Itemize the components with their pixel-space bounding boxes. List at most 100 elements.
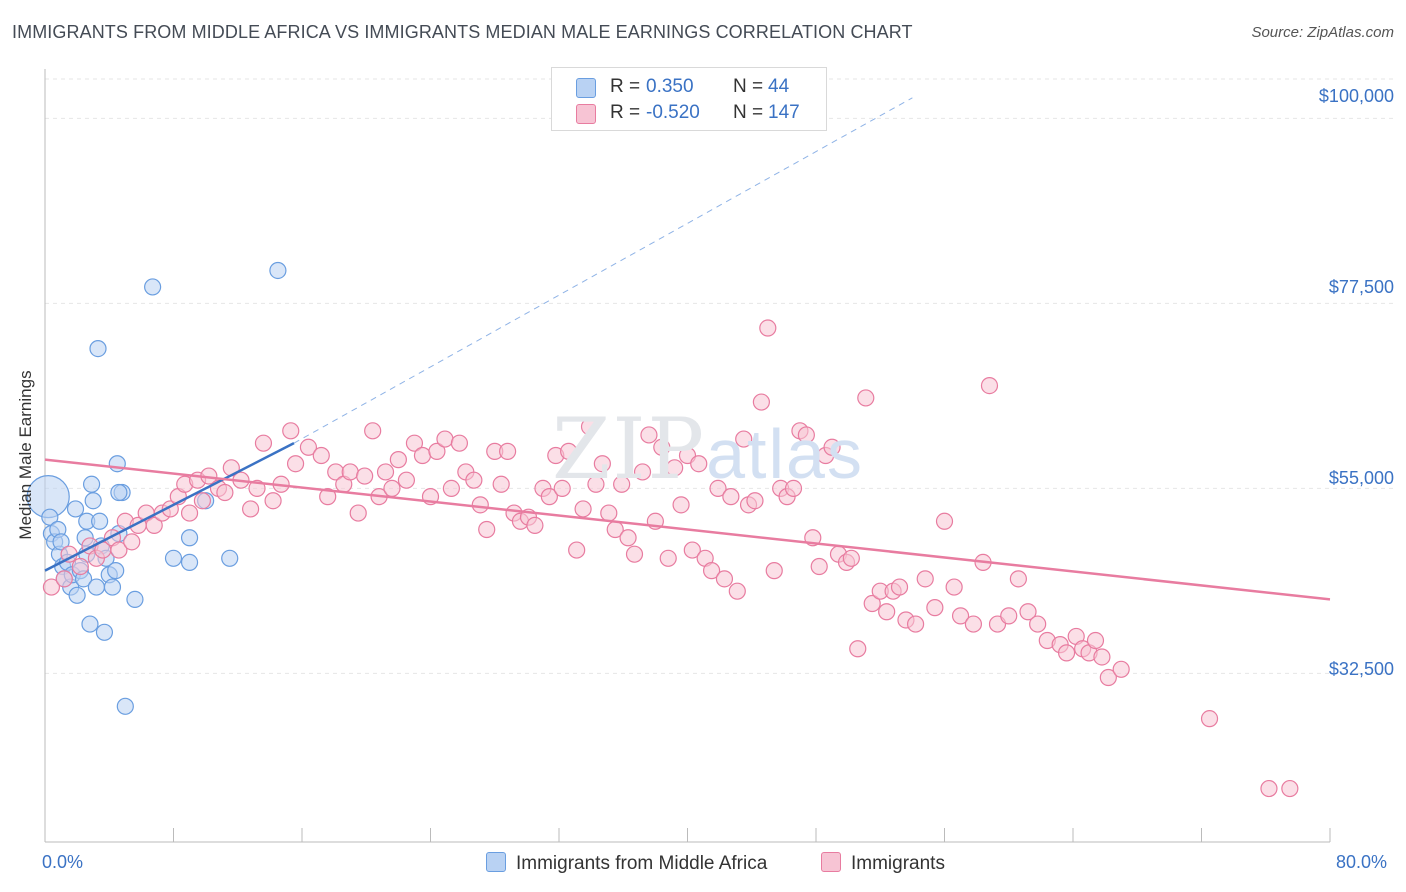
- immigrants-point: [193, 492, 212, 510]
- immigrants-point: [216, 483, 234, 502]
- immigrants-point: [492, 475, 510, 493]
- immigrants-point: [123, 533, 141, 551]
- immigrants-point: [42, 578, 61, 596]
- immigrants-point: [299, 438, 318, 456]
- immigrants-point: [1093, 648, 1111, 666]
- immigrants-point: [709, 479, 727, 497]
- legend-item-immigrants: Immigrants: [821, 852, 945, 875]
- immigrants-point: [264, 492, 282, 510]
- trendline-extension: [293, 97, 913, 444]
- trendline: [44, 442, 295, 572]
- immigrants-point: [842, 549, 860, 567]
- immigrants-point: [450, 434, 469, 452]
- immigrants-point: [1019, 603, 1037, 621]
- correlation-legend: R = 0.350 N = 44 R = -0.520 N = 147: [551, 67, 827, 131]
- middle-africa-point: [180, 553, 199, 572]
- immigrants-point: [282, 422, 300, 440]
- middle-africa-point: [180, 529, 199, 547]
- immigrants-point: [715, 570, 734, 588]
- immigrants-point: [683, 541, 701, 559]
- immigrants-point: [746, 492, 764, 510]
- immigrants-point: [568, 541, 586, 559]
- immigrants-point: [1009, 570, 1027, 588]
- y-tick-label: $100,000: [1318, 86, 1394, 106]
- immigrants-point: [110, 541, 128, 559]
- middle-africa-point: [269, 261, 287, 280]
- immigrants-point: [728, 582, 746, 600]
- immigrants-point: [286, 455, 305, 473]
- n-label: N =: [733, 102, 764, 123]
- blue-swatch: [576, 78, 596, 98]
- middle-africa-point: [164, 549, 183, 567]
- middle-africa-point: [87, 578, 106, 596]
- immigrants-point: [890, 578, 909, 596]
- immigrants-point: [735, 430, 753, 448]
- n-value: 44: [768, 76, 790, 97]
- immigrants-point: [752, 393, 770, 411]
- immigrants-point: [810, 557, 828, 576]
- immigrants-point: [574, 500, 592, 518]
- immigrants-point: [145, 516, 163, 534]
- x-tick-label: 0.0%: [42, 852, 84, 872]
- immigrants-point: [640, 426, 658, 444]
- immigrants-point: [248, 479, 266, 497]
- watermark-atlas: atlas: [706, 415, 864, 493]
- immigrants-point: [471, 496, 489, 514]
- immigrants-point: [945, 578, 963, 596]
- immigrants-point: [55, 570, 73, 588]
- immigrants-point: [1281, 779, 1299, 798]
- immigrants-point: [1000, 607, 1018, 625]
- n-value: 147: [768, 102, 800, 123]
- middle-africa-point: [126, 590, 144, 609]
- immigrants-point: [823, 438, 841, 456]
- middle-africa-point: [66, 500, 85, 518]
- immigrants-point: [413, 446, 432, 465]
- immigrants-point: [587, 475, 605, 493]
- immigrants-point: [980, 377, 999, 395]
- middle-africa-point: [91, 512, 109, 530]
- watermark-zip: ZIP: [552, 400, 707, 498]
- immigrants-point: [540, 488, 558, 506]
- immigrants-point: [633, 463, 652, 481]
- immigrants-point: [364, 422, 382, 440]
- immigrants-point: [478, 520, 496, 539]
- watermark: ZIPatlas: [552, 400, 864, 498]
- immigrants-point: [659, 549, 677, 567]
- n-label: N =: [733, 76, 764, 97]
- immigrants-point: [951, 607, 970, 625]
- legend-label: Immigrants from Middle Africa: [516, 853, 768, 874]
- middle-africa-point: [81, 615, 99, 633]
- immigrants-point: [465, 471, 483, 489]
- x-tick-label: 80.0%: [1336, 852, 1388, 872]
- immigrants-point: [619, 529, 637, 547]
- immigrants-point: [690, 455, 708, 473]
- middle-africa-point: [95, 623, 114, 641]
- immigrants-point: [356, 467, 374, 485]
- y-tick-label: $32,500: [1328, 659, 1394, 679]
- immigrants-point: [312, 446, 330, 465]
- pink-swatch: [821, 852, 841, 872]
- immigrants-point: [560, 442, 578, 460]
- immigrants-point: [878, 603, 896, 621]
- immigrants-point: [784, 479, 803, 497]
- immigrants-point: [1200, 710, 1219, 728]
- immigrants-point: [376, 463, 395, 481]
- immigrants-point: [722, 488, 740, 506]
- immigrants-point: [526, 516, 544, 534]
- immigrants-point: [1260, 779, 1278, 798]
- immigrants-point: [625, 545, 644, 563]
- pink-swatch: [576, 104, 596, 124]
- immigrants-point: [666, 459, 684, 477]
- middle-africa-point: [82, 475, 101, 493]
- immigrants-point: [613, 475, 631, 493]
- immigrants-point: [254, 434, 273, 452]
- immigrants-point: [653, 438, 671, 456]
- middle-africa-point: [68, 586, 86, 604]
- immigrants-point: [797, 426, 815, 444]
- blue-swatch: [486, 852, 506, 872]
- immigrants-point: [1086, 631, 1105, 650]
- immigrants-point: [1112, 660, 1130, 678]
- chart-title: IMMIGRANTS FROM MIDDLE AFRICA VS IMMIGRA…: [12, 22, 913, 42]
- immigrants-point: [857, 389, 875, 407]
